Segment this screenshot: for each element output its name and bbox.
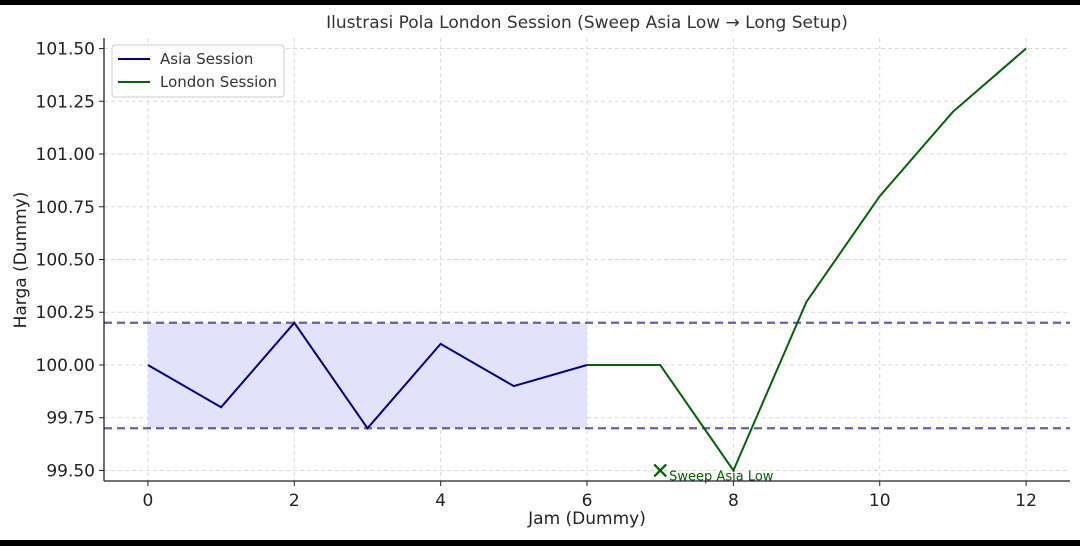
y-tick-label: 100.25 <box>36 303 95 323</box>
series-line-london-session <box>587 47 1027 473</box>
annotation-label: Sweep Asia Low <box>669 469 774 484</box>
tick-labels: 0 2 4 6 8 10 12 99.50 99.75 100.00 100.25 100.50 100… <box>36 40 1037 511</box>
y-tick-label: 101.50 <box>36 40 95 60</box>
sweep-marker-x <box>653 463 667 478</box>
legend: Asia Session London Session <box>111 44 285 98</box>
legend-label: Asia Session <box>160 50 253 68</box>
x-axis-title: Jam (Dummy) <box>527 509 646 529</box>
y-tick-label: 101.00 <box>36 145 95 165</box>
x-tick-label: 8 <box>728 491 739 511</box>
axes <box>99 38 1070 486</box>
series-line-asia-session <box>147 321 588 430</box>
x-tick-label: 4 <box>435 491 446 511</box>
y-tick-label: 100.75 <box>36 198 95 218</box>
top-border <box>0 0 1080 5</box>
y-tick-label: 100.00 <box>36 356 95 376</box>
series-lines <box>147 47 1027 473</box>
chart-title: Ilustrasi Pola London Session (Sweep Asi… <box>326 13 848 33</box>
marker-stroke <box>653 463 667 478</box>
bottom-border <box>0 540 1080 546</box>
y-tick-label: 101.25 <box>36 92 95 112</box>
y-tick-label: 100.50 <box>36 251 95 271</box>
y-axis-title: Harga (Dummy) <box>11 192 31 329</box>
x-tick-label: 2 <box>289 491 300 511</box>
x-tick-label: 12 <box>1015 491 1037 511</box>
y-tick-label: 99.50 <box>46 461 95 481</box>
x-tick-label: 10 <box>869 491 891 511</box>
y-tick-label: 99.75 <box>46 409 95 429</box>
x-tick-label: 0 <box>142 491 153 511</box>
legend-box <box>111 44 285 98</box>
x-tick-label: 6 <box>582 491 593 511</box>
asia-range-shade <box>147 322 587 429</box>
asia-range-rect <box>147 322 587 429</box>
reference-lines <box>104 321 1070 430</box>
legend-label: London Session <box>160 73 277 91</box>
